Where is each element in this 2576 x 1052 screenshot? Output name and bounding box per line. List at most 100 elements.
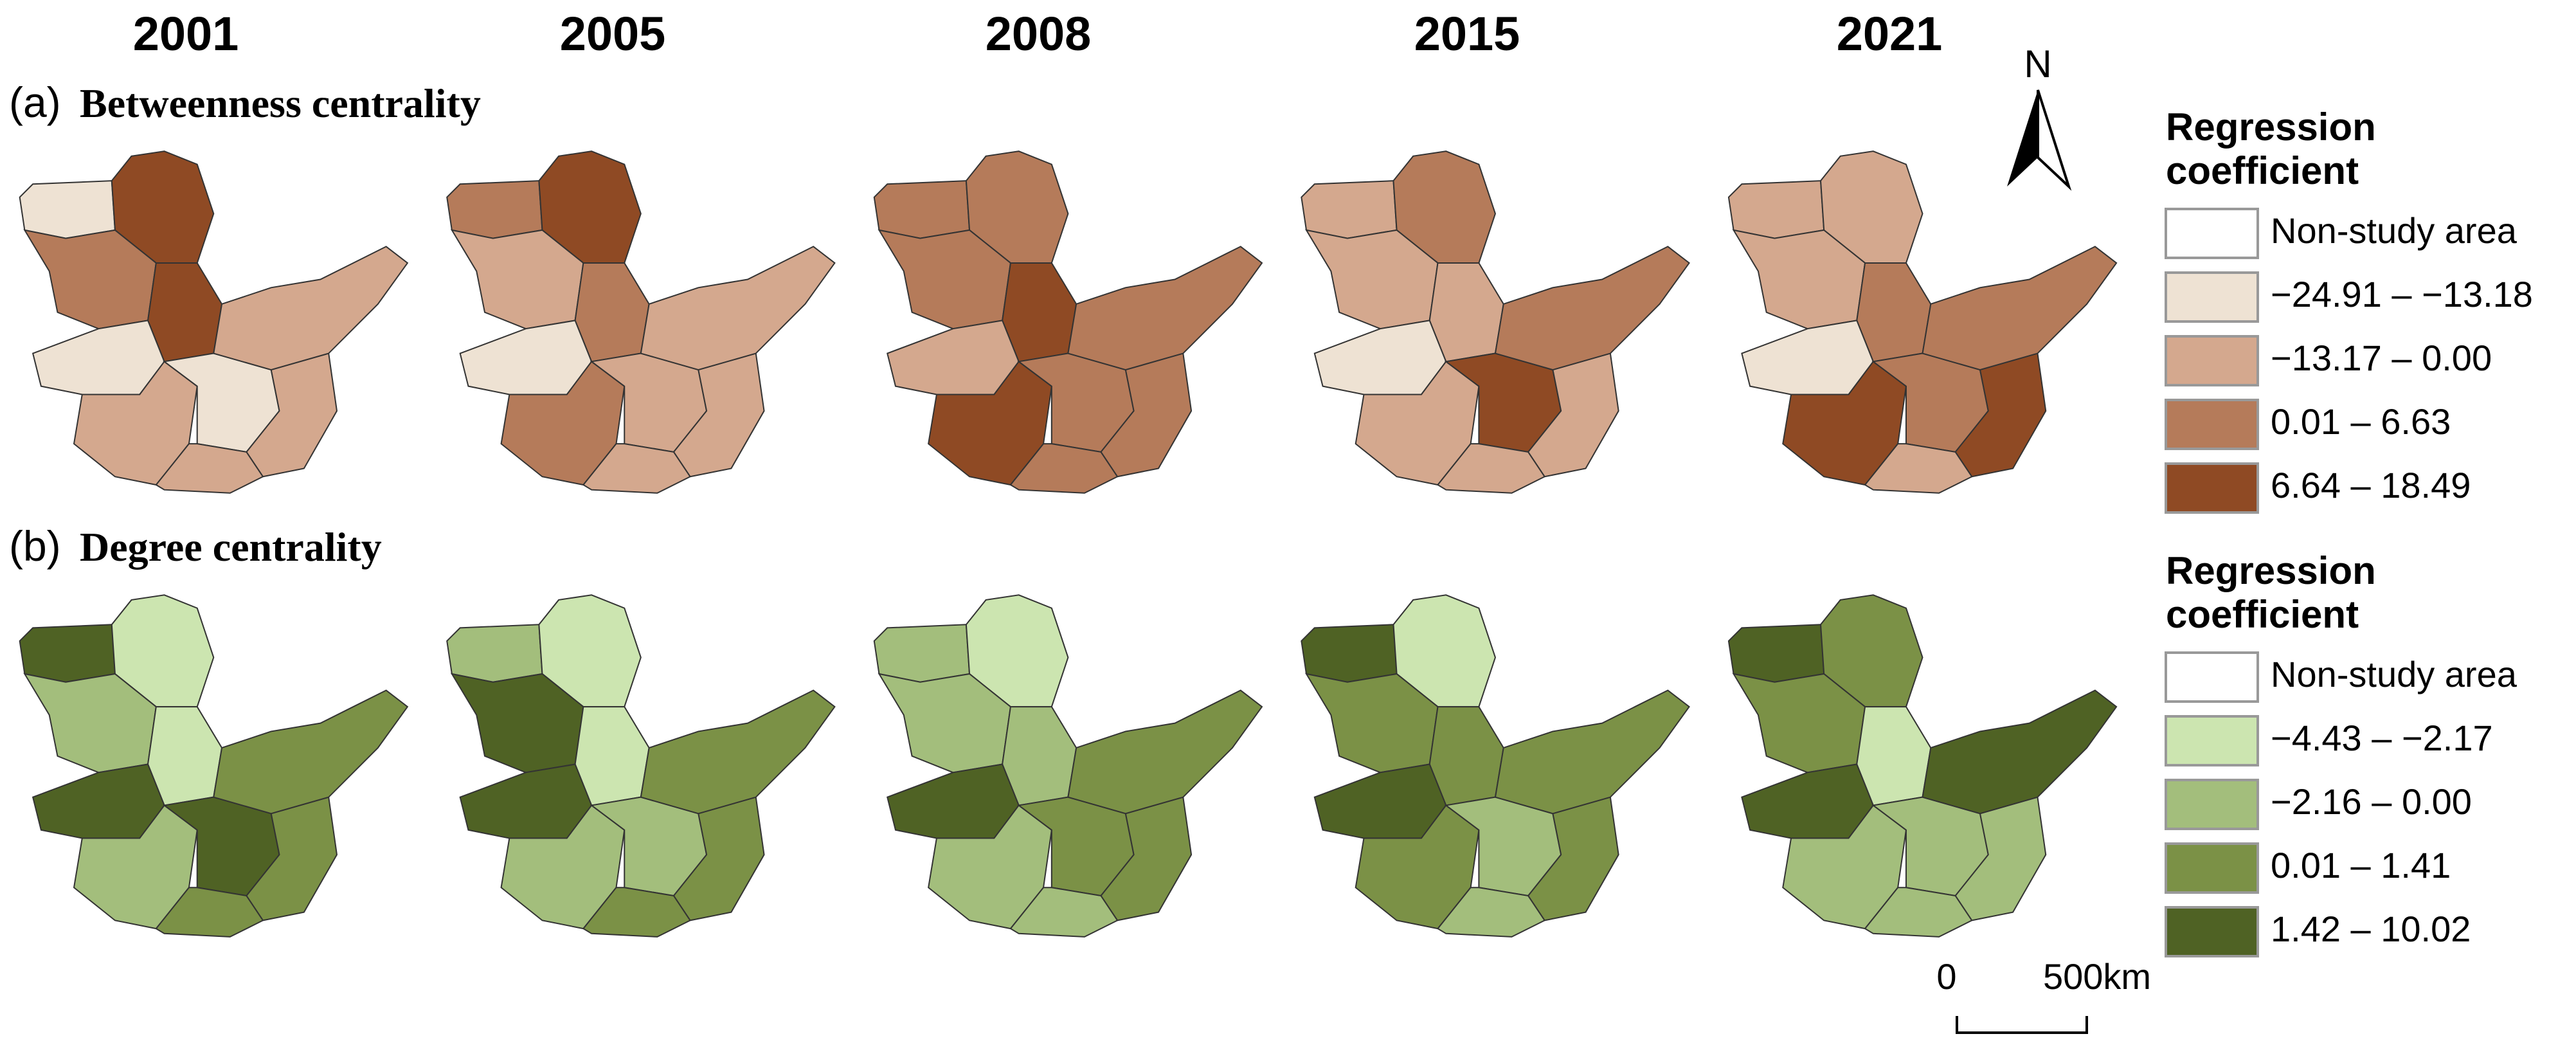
legend-label: 6.64 – 18.49 xyxy=(2271,465,2471,505)
map-region xyxy=(674,797,764,921)
map-region xyxy=(887,320,1018,394)
map-region xyxy=(1011,887,1117,937)
legend-title: Regression xyxy=(2166,105,2376,149)
legend-swatch xyxy=(2165,335,2259,386)
map-region xyxy=(447,181,542,238)
map-region xyxy=(1438,887,1545,937)
region-map xyxy=(874,595,1262,937)
map-region xyxy=(33,765,164,839)
map-region xyxy=(674,354,764,477)
map-region xyxy=(1865,444,1972,493)
arrow-left xyxy=(2007,90,2038,186)
map-region xyxy=(641,246,835,370)
map-region xyxy=(20,181,115,238)
year-label: 2008 xyxy=(986,7,1092,60)
legend-label: −4.43 – −2.17 xyxy=(2271,718,2493,758)
region-map xyxy=(1729,595,2116,937)
legend-swatch xyxy=(2165,208,2259,259)
map-region xyxy=(213,246,408,370)
legend-label: Non-study area xyxy=(2271,210,2517,251)
map-region xyxy=(874,624,969,682)
year-label: 2001 xyxy=(133,7,239,60)
map-region xyxy=(1729,624,1824,682)
map-region xyxy=(156,444,263,493)
map-region xyxy=(1956,354,2046,477)
legend-title: coefficient xyxy=(2166,149,2359,192)
map-region xyxy=(583,887,690,937)
legend-label: Non-study area xyxy=(2271,654,2517,694)
north-arrow: N xyxy=(2007,42,2072,191)
legend-title: Regression xyxy=(2166,549,2376,592)
panel-label: (b) xyxy=(9,522,61,570)
panel-label: (a) xyxy=(9,78,61,126)
map-region xyxy=(1315,320,1446,394)
legend-label: 0.01 – 1.41 xyxy=(2271,845,2451,885)
scale-label: 0 xyxy=(1936,956,1956,997)
north-label: N xyxy=(2024,42,2051,86)
year-label: 2015 xyxy=(1414,7,1520,60)
map-region xyxy=(1068,246,1262,370)
map-region xyxy=(583,444,690,493)
map-region xyxy=(246,797,337,921)
map-region xyxy=(1011,444,1117,493)
year-label: 2021 xyxy=(1837,7,1943,60)
legend-swatch xyxy=(2165,842,2259,894)
scale-label: 500km xyxy=(2043,956,2151,997)
arrow-right xyxy=(2037,89,2072,191)
legend-swatch xyxy=(2165,906,2259,957)
map-region xyxy=(246,354,337,477)
legend-swatch xyxy=(2165,271,2259,323)
map-region xyxy=(1068,691,1262,814)
map-region xyxy=(460,320,591,394)
map-region xyxy=(1495,246,1689,370)
region-map xyxy=(20,151,408,493)
map-region xyxy=(1923,691,2117,814)
map-region xyxy=(1301,624,1396,682)
map-region xyxy=(213,691,408,814)
region-map xyxy=(1301,151,1689,493)
year-label: 2005 xyxy=(560,7,666,60)
legend-swatch xyxy=(2165,651,2259,703)
map-region xyxy=(1438,444,1545,493)
map-region xyxy=(1101,797,1192,921)
region-map xyxy=(874,151,1262,493)
scale-line xyxy=(1956,1016,2088,1034)
legend-label: −2.16 – 0.00 xyxy=(2271,781,2472,822)
region-map xyxy=(447,151,834,493)
map-region xyxy=(887,765,1018,839)
legend-swatch xyxy=(2165,399,2259,450)
map-region xyxy=(1742,320,1873,394)
region-map xyxy=(1301,595,1689,937)
legend-label: 1.42 – 10.02 xyxy=(2271,909,2471,949)
legend-swatch xyxy=(2165,462,2259,514)
map-region xyxy=(874,181,969,238)
map-region xyxy=(20,624,115,682)
region-map xyxy=(20,595,408,937)
map-region xyxy=(1101,354,1192,477)
map-region xyxy=(156,887,263,937)
map-region xyxy=(33,320,164,394)
map-region xyxy=(1956,797,2046,921)
region-map xyxy=(1729,151,2116,493)
legend-label: −13.17 – 0.00 xyxy=(2271,338,2492,378)
panel-title: Degree centrality xyxy=(80,524,382,570)
map-region xyxy=(447,624,542,682)
map-region xyxy=(460,765,591,839)
map-region xyxy=(1301,181,1396,238)
region-map xyxy=(447,595,834,937)
legend-title: coefficient xyxy=(2166,593,2359,636)
map-region xyxy=(1495,691,1689,814)
map-region xyxy=(1528,354,1619,477)
map-region xyxy=(1923,246,2117,370)
map-region xyxy=(1729,181,1824,238)
scale-bar: 0 500km xyxy=(1936,956,2151,1034)
legend-label: −24.91 – −13.18 xyxy=(2271,274,2533,314)
legend-label: 0.01 – 6.63 xyxy=(2271,401,2451,442)
map-region xyxy=(641,691,835,814)
legend-swatch xyxy=(2165,715,2259,766)
legend-swatch xyxy=(2165,779,2259,830)
map-region xyxy=(1865,887,1972,937)
map-region xyxy=(1528,797,1619,921)
panel-title: Betweenness centrality xyxy=(80,80,481,126)
